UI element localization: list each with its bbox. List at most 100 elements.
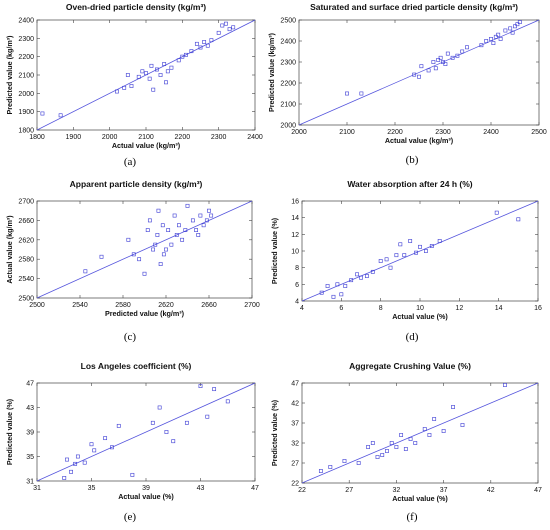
data-point xyxy=(491,41,496,46)
data-point xyxy=(355,272,359,277)
y-tick-label: 32 xyxy=(291,441,299,448)
data-point xyxy=(190,218,195,223)
y-tick-label: 8 xyxy=(295,265,299,272)
y-tick-label: 27 xyxy=(291,461,299,468)
data-point xyxy=(161,252,166,257)
data-point xyxy=(516,217,521,222)
y-tick-label: 6 xyxy=(295,282,299,289)
data-point xyxy=(503,383,507,387)
data-point xyxy=(177,223,181,228)
data-point xyxy=(496,32,501,37)
data-point xyxy=(196,233,201,237)
data-point xyxy=(445,51,450,56)
x-axis-label: Predicted value (kg/m³) xyxy=(105,309,185,318)
data-point xyxy=(318,469,323,473)
data-point xyxy=(508,26,513,31)
data-point xyxy=(432,417,437,421)
data-point xyxy=(58,113,63,118)
y-tick-label: 2000 xyxy=(280,123,296,130)
data-point xyxy=(115,89,119,94)
data-point xyxy=(388,265,393,270)
y-tick-label: 10 xyxy=(291,249,299,256)
x-tick-label: 12 xyxy=(455,305,463,312)
data-point xyxy=(185,203,190,208)
chart-panel-2: Saturated and surface dried particle den… xyxy=(267,2,547,166)
data-point xyxy=(180,237,185,242)
data-point xyxy=(484,39,489,43)
data-point xyxy=(180,54,185,59)
y-tick-label: 31 xyxy=(26,479,34,486)
x-tick-label: 2580 xyxy=(115,302,131,309)
data-point xyxy=(231,25,236,30)
data-point xyxy=(131,252,136,257)
chart-panel-4: Water absorption after 24 h (%) 4 6 8 10 12 14… xyxy=(270,179,542,343)
data-point xyxy=(164,247,168,252)
x-tick-label: 10 xyxy=(416,305,424,312)
data-point xyxy=(155,67,159,72)
y-axis-label: Predicted value (%) xyxy=(5,398,14,465)
data-point xyxy=(160,223,165,228)
y-tick-label: 37 xyxy=(291,421,299,428)
x-tick-label: 47 xyxy=(251,485,259,492)
data-point xyxy=(413,441,418,445)
data-point xyxy=(205,43,210,48)
data-point xyxy=(494,210,499,215)
data-point xyxy=(194,228,199,233)
data-point xyxy=(201,223,206,228)
data-point xyxy=(176,58,181,63)
y-tick-label: 2700 xyxy=(18,199,34,206)
plot-area xyxy=(301,382,539,484)
data-point xyxy=(62,476,67,480)
y-axis-label: Predicted value (kg/m³) xyxy=(5,35,14,115)
chart-title: Saturated and surface dried particle den… xyxy=(310,2,518,12)
y-tick-label: 2500 xyxy=(18,296,34,303)
data-point xyxy=(224,21,228,26)
data-point xyxy=(122,85,127,90)
data-point xyxy=(460,423,465,427)
data-point xyxy=(451,405,455,409)
data-point xyxy=(328,465,333,469)
y-tick-label: 2620 xyxy=(18,237,34,244)
plot-area xyxy=(298,19,540,126)
chart-panel-5: Los Angeles coefficient (%) 31 35 39 43 47 31 3… xyxy=(5,361,259,523)
x-tick-label: 32 xyxy=(393,487,401,494)
data-point xyxy=(198,45,203,50)
data-point xyxy=(331,294,336,299)
x-tick-label: 2300 xyxy=(211,134,227,141)
y-tick-label: 35 xyxy=(26,454,34,461)
data-point xyxy=(142,271,147,276)
data-point xyxy=(150,420,155,425)
data-point xyxy=(319,290,324,295)
x-tick-label: 2000 xyxy=(291,129,307,136)
data-point xyxy=(417,74,421,79)
data-point xyxy=(216,30,221,35)
y-tick-label: 47 xyxy=(26,381,34,388)
data-point xyxy=(366,445,370,449)
chart-panel-3: Apparent particle density (kg/m³) 2500 254… xyxy=(5,179,260,343)
data-point xyxy=(183,228,188,233)
y-tick-label: 43 xyxy=(26,405,34,412)
y-axis-label: Predicted value (kg/m³) xyxy=(267,32,276,112)
x-tick-label: 16 xyxy=(534,305,542,312)
data-point xyxy=(172,213,177,218)
chart-title: Oven-dried particle density (kg/m³) xyxy=(66,2,206,12)
data-point xyxy=(438,55,443,60)
x-tick-label: 6 xyxy=(339,305,343,312)
data-point xyxy=(137,257,142,262)
x-tick-label: 37 xyxy=(440,487,448,494)
data-point xyxy=(225,399,230,404)
data-point xyxy=(116,423,121,428)
data-point xyxy=(465,45,469,50)
x-axis-label: Actual value (%) xyxy=(392,494,448,503)
data-point xyxy=(403,447,408,451)
data-point xyxy=(82,460,87,465)
data-point xyxy=(408,239,413,243)
data-point xyxy=(194,41,199,46)
chart-panel-6: Aggregate Crushing Value (%) 22 27 32 37 42 47… xyxy=(270,361,542,523)
data-point xyxy=(169,242,174,247)
data-point xyxy=(364,274,369,278)
x-tick-label: 2500 xyxy=(29,302,45,309)
data-point xyxy=(151,87,156,92)
data-point xyxy=(345,91,349,96)
data-point xyxy=(398,242,403,247)
